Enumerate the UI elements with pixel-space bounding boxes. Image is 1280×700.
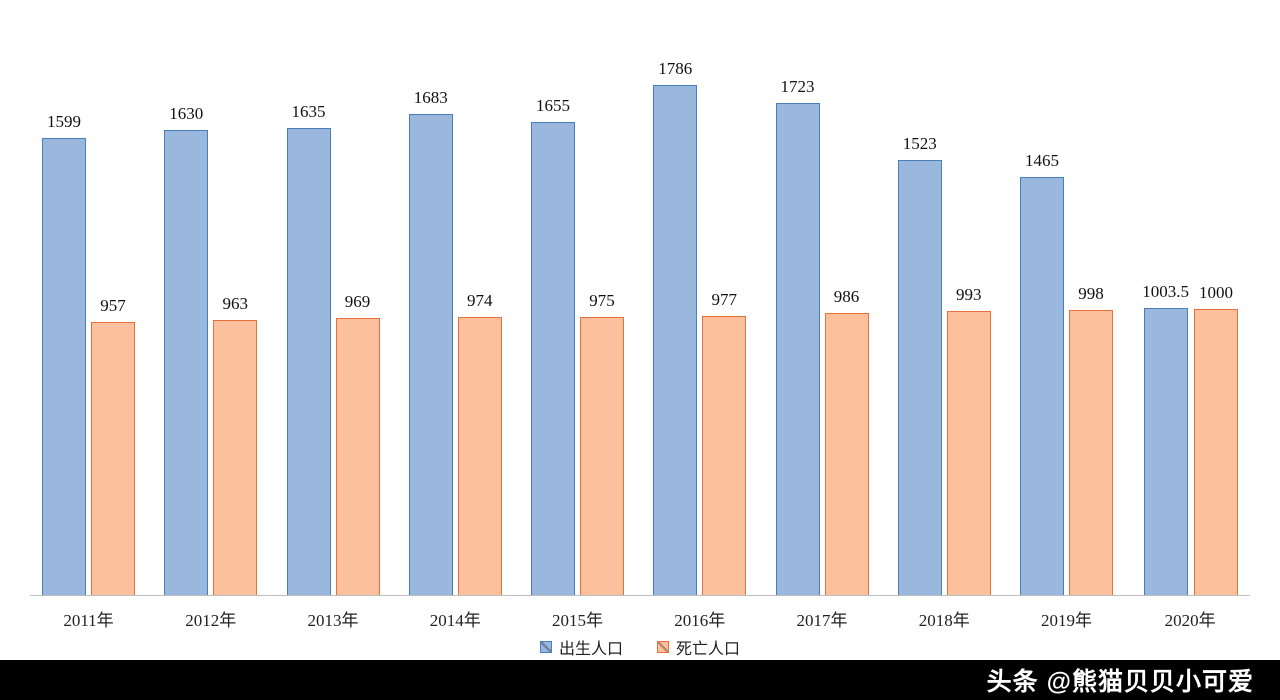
legend-marker-death-icon <box>657 641 669 653</box>
bar-birth <box>653 85 698 595</box>
value-label-death: 993 <box>956 285 982 304</box>
x-axis-label: 2012年 <box>185 611 237 630</box>
bar-birth <box>531 122 575 595</box>
value-label-death: 969 <box>344 292 371 311</box>
bar-chart: 1599 957 2011年 1630 963 2012年 1635 969 2013年 1683… <box>0 32 1280 659</box>
legend-item-birth: 出生人口 <box>539 635 623 659</box>
year-group: 1003.5 1000 2020年 <box>1142 32 1238 630</box>
year-group: 1683 974 2014年 <box>408 32 502 630</box>
x-axis-label: 2014年 <box>429 611 481 630</box>
value-label-birth: 1723 <box>780 77 815 96</box>
legend-item-death: 死亡人口 <box>657 635 740 659</box>
value-label-birth: 1465 <box>1025 151 1059 170</box>
value-label-birth: 1599 <box>47 112 81 131</box>
year-group: 1599 957 2011年 <box>42 32 135 630</box>
legend-label-death: 死亡人口 <box>676 641 741 658</box>
bar-birth <box>1143 308 1188 595</box>
bar-birth <box>164 130 209 595</box>
x-axis-label: 2019年 <box>1041 611 1092 630</box>
plot-groups: 1599 957 2011年 1630 963 2012年 1635 969 2013年 1683… <box>10 32 1270 630</box>
footer-bar: 头条 @熊猫贝贝小可爱 <box>0 660 1280 700</box>
bar-death <box>824 313 869 595</box>
value-label-death: 963 <box>222 294 249 313</box>
value-label-death: 957 <box>100 296 126 315</box>
bar-death <box>213 320 258 595</box>
value-label-birth: 1630 <box>169 104 204 123</box>
bar-birth <box>408 114 453 595</box>
bar-birth <box>775 103 820 595</box>
value-label-birth: 1655 <box>536 96 570 115</box>
value-label-death: 998 <box>1078 284 1104 303</box>
bar-birth <box>42 138 86 595</box>
value-label-death: 1000 <box>1199 283 1233 302</box>
value-label-death: 977 <box>711 290 738 309</box>
value-label-birth: 1635 <box>291 102 326 121</box>
x-axis-label: 2011年 <box>63 611 114 630</box>
legend-marker-birth-icon <box>539 641 552 653</box>
bar-birth <box>1020 177 1064 595</box>
year-group: 1723 986 2017年 <box>775 32 869 630</box>
value-label-birth: 1523 <box>902 134 937 153</box>
year-group: 1635 969 2013年 <box>286 32 380 630</box>
year-group: 1655 975 2015年 <box>531 32 624 630</box>
year-group: 1523 993 2018年 <box>897 32 991 630</box>
year-group: 1786 977 2016年 <box>653 32 747 630</box>
plot-area: 1599 957 2011年 1630 963 2012年 1635 969 2013年 1683… <box>10 32 1270 630</box>
watermark-text: 头条 @熊猫贝贝小可爱 <box>986 668 1254 696</box>
x-axis-line <box>30 595 1250 596</box>
value-label-birth: 1003.5 <box>1142 282 1189 301</box>
bar-birth <box>286 128 331 595</box>
value-label-birth: 1683 <box>413 88 448 107</box>
legend-label-birth: 出生人口 <box>558 641 623 658</box>
bar-death <box>457 317 502 595</box>
x-axis-label: 2017年 <box>796 611 848 630</box>
bar-death <box>1069 310 1113 595</box>
bar-death <box>580 317 624 595</box>
bar-death <box>946 311 991 595</box>
value-label-death: 986 <box>833 287 860 306</box>
value-label-death: 974 <box>467 291 493 310</box>
x-axis-label: 2016年 <box>674 611 726 630</box>
bar-death <box>91 322 135 595</box>
bar-birth <box>897 160 942 595</box>
x-axis-label: 2015年 <box>552 611 603 630</box>
x-axis-label: 2018年 <box>918 611 970 630</box>
bar-death <box>702 316 747 595</box>
year-group: 1465 998 2019年 <box>1020 32 1113 630</box>
value-label-death: 975 <box>589 291 615 310</box>
bar-death <box>1194 309 1238 595</box>
x-axis-label: 2020年 <box>1164 611 1216 630</box>
value-label-birth: 1786 <box>658 59 693 78</box>
year-group: 1630 963 2012年 <box>164 32 258 630</box>
x-axis-label: 2013年 <box>307 611 359 630</box>
bar-death <box>335 318 380 595</box>
legend: 出生人口 死亡人口 <box>0 635 1280 659</box>
